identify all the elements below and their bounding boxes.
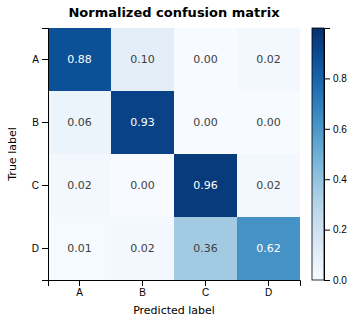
cell-label: 0.06	[67, 116, 92, 129]
tick-label: C	[202, 287, 209, 298]
tick-label: 0.0	[333, 275, 347, 286]
title: Normalized confusion matrix	[68, 5, 280, 20]
tick-mark	[142, 280, 143, 286]
tick-mark	[324, 179, 330, 180]
cell	[237, 217, 300, 280]
cell-label: 0.02	[67, 179, 92, 192]
tick-mark	[205, 280, 206, 286]
tick: B	[32, 117, 48, 128]
cell	[48, 91, 111, 154]
tick-label: 0.8	[333, 73, 347, 84]
cell	[237, 28, 300, 91]
tick-label: A	[76, 287, 83, 298]
tick: 0.6	[324, 124, 347, 135]
cell-label: 0.36	[193, 242, 218, 255]
chart: 0.880.100.000.020.060.930.000.000.020.00…	[0, 0, 362, 329]
tick-mark	[42, 59, 48, 60]
cell-label: 0.02	[130, 242, 155, 255]
cell	[174, 28, 237, 91]
colorbar-axis: 0.0 0.2 0.4 0.6 0.8	[324, 29, 347, 286]
tick: C	[202, 280, 209, 298]
tick-label: D	[32, 243, 39, 254]
tick: 0.8	[324, 73, 347, 84]
tick-label: A	[32, 54, 39, 65]
y-axis: A B C D	[32, 29, 49, 281]
cell	[48, 217, 111, 280]
tick-label: 0.4	[333, 174, 347, 185]
cell	[237, 154, 300, 217]
cell-label: 0.00	[193, 116, 218, 129]
tick: 0.2	[324, 224, 347, 235]
tick-label: B	[32, 117, 39, 128]
tick: D	[265, 280, 272, 298]
tick: C	[32, 180, 48, 191]
cell-label: 0.02	[256, 53, 281, 66]
tick-mark	[324, 78, 330, 79]
tick-mark	[268, 280, 269, 286]
cell	[174, 91, 237, 154]
tick-mark	[79, 280, 80, 286]
cell	[111, 154, 174, 217]
cell-label: 0.00	[256, 116, 281, 129]
tick-mark	[42, 185, 48, 186]
cell	[48, 154, 111, 217]
tick-label: B	[139, 287, 146, 298]
cell-label: 0.00	[130, 179, 155, 192]
cell	[111, 217, 174, 280]
cell-label: 0.93	[130, 116, 155, 129]
cell-label: 0.88	[67, 53, 92, 66]
axis-line	[325, 29, 331, 281]
tick-label: D	[265, 287, 272, 298]
plot: 0.880.100.000.020.060.930.000.000.020.00…	[32, 28, 348, 298]
tick-mark	[42, 248, 48, 249]
cells	[48, 28, 300, 280]
axis-line	[42, 29, 49, 281]
tick-label: 0.2	[333, 224, 347, 235]
tick-mark	[324, 230, 330, 231]
tick-label: 0.6	[333, 124, 347, 135]
tick: 0.0	[324, 275, 347, 286]
cell-label: 0.01	[67, 242, 92, 255]
tick: A	[32, 54, 48, 65]
cell	[237, 91, 300, 154]
axis-line	[49, 281, 301, 287]
cell-label: 0.62	[256, 242, 281, 255]
cell	[174, 217, 237, 280]
tick-mark	[324, 129, 330, 130]
cell	[174, 154, 237, 217]
cell	[111, 91, 174, 154]
x-axis-title: Predicted label	[133, 304, 215, 317]
tick: B	[139, 280, 146, 298]
x-axis: A B C D	[49, 280, 301, 298]
y-axis-title: True label	[6, 127, 19, 181]
colorbar: 0.0 0.2 0.4 0.6 0.8	[312, 28, 347, 286]
cell-labels: 0.88 0.10 0.00 0.02 0.06 0.93 0.00 0.00 0.02 0.00…	[67, 53, 281, 255]
tick: D	[32, 243, 48, 254]
cell-label: 0.10	[130, 53, 155, 66]
cell-label: 0.00	[193, 53, 218, 66]
cell	[111, 28, 174, 91]
tick-mark	[42, 122, 48, 123]
tick: 0.4	[324, 174, 347, 185]
colorbar-ramp	[312, 28, 324, 280]
cell-label: 0.02	[256, 179, 281, 192]
cell-label: 0.96	[193, 179, 218, 192]
tick-label: C	[32, 180, 39, 191]
tick-mark	[324, 280, 330, 281]
cell	[48, 28, 111, 91]
tick: A	[76, 280, 83, 298]
